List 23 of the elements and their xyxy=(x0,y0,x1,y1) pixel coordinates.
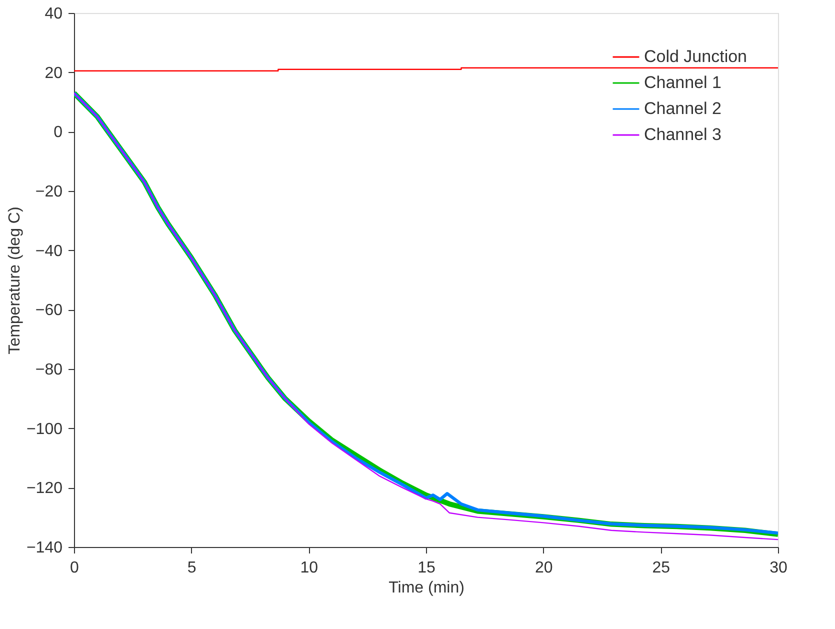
y-tick-label: −20 xyxy=(35,184,63,200)
legend-label: Channel 2 xyxy=(644,99,722,118)
x-tick-label: 15 xyxy=(418,560,436,576)
y-tick-label: −100 xyxy=(26,420,63,438)
y-tick-label: −120 xyxy=(26,480,63,498)
y-tick-label: −60 xyxy=(35,302,63,320)
y-tick-label: 0 xyxy=(54,124,63,142)
y-tick-label: −80 xyxy=(35,362,63,378)
y-axis-title: Temperature (deg C) xyxy=(6,206,24,354)
y-tick-label: −140 xyxy=(26,540,63,556)
x-tick-label: 25 xyxy=(652,560,670,576)
y-tick-label: −40 xyxy=(35,242,63,260)
x-tick-label: 30 xyxy=(770,560,788,576)
legend-label: Channel 3 xyxy=(644,125,722,144)
x-tick-label: 10 xyxy=(300,560,318,576)
y-tick-label: 20 xyxy=(44,64,63,82)
x-tick-label: 20 xyxy=(534,560,553,576)
x-tick-label: 5 xyxy=(187,560,196,576)
x-axis-title: Time (min) xyxy=(388,580,464,596)
legend-label: Channel 1 xyxy=(644,73,722,92)
x-tick-label: 0 xyxy=(70,560,80,576)
legend-label: Cold Junction xyxy=(644,47,748,66)
y-tick-label: 40 xyxy=(44,6,63,22)
